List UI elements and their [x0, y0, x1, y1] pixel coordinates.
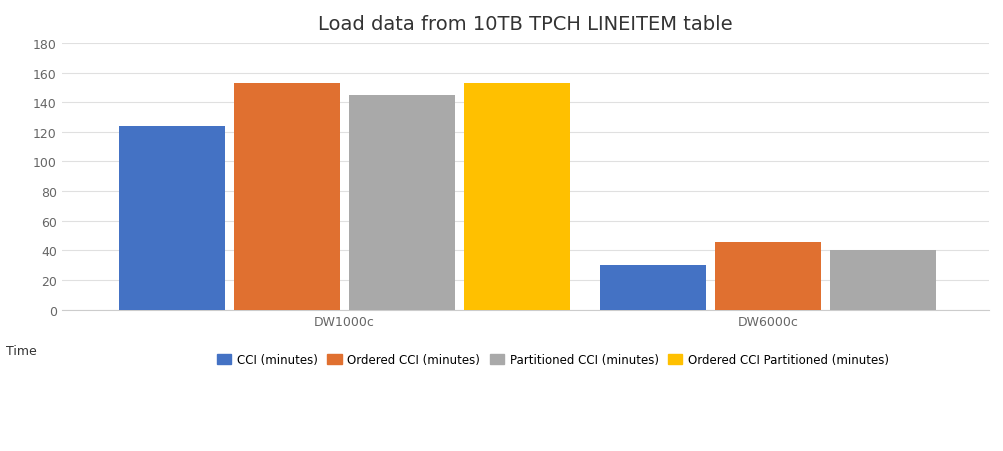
Legend: CCI (minutes), Ordered CCI (minutes), Partitioned CCI (minutes), Ordered CCI Par: CCI (minutes), Ordered CCI (minutes), Pa…	[212, 348, 894, 371]
Bar	[348, 96, 454, 310]
Bar	[119, 127, 225, 310]
Bar	[829, 251, 935, 310]
Bar	[463, 84, 569, 310]
Bar	[714, 242, 820, 310]
Title: Load data from 10TB TPCH LINEITEM table: Load data from 10TB TPCH LINEITEM table	[318, 15, 732, 34]
Bar	[600, 266, 706, 310]
Bar	[234, 84, 340, 310]
Text: Time: Time	[6, 345, 37, 358]
